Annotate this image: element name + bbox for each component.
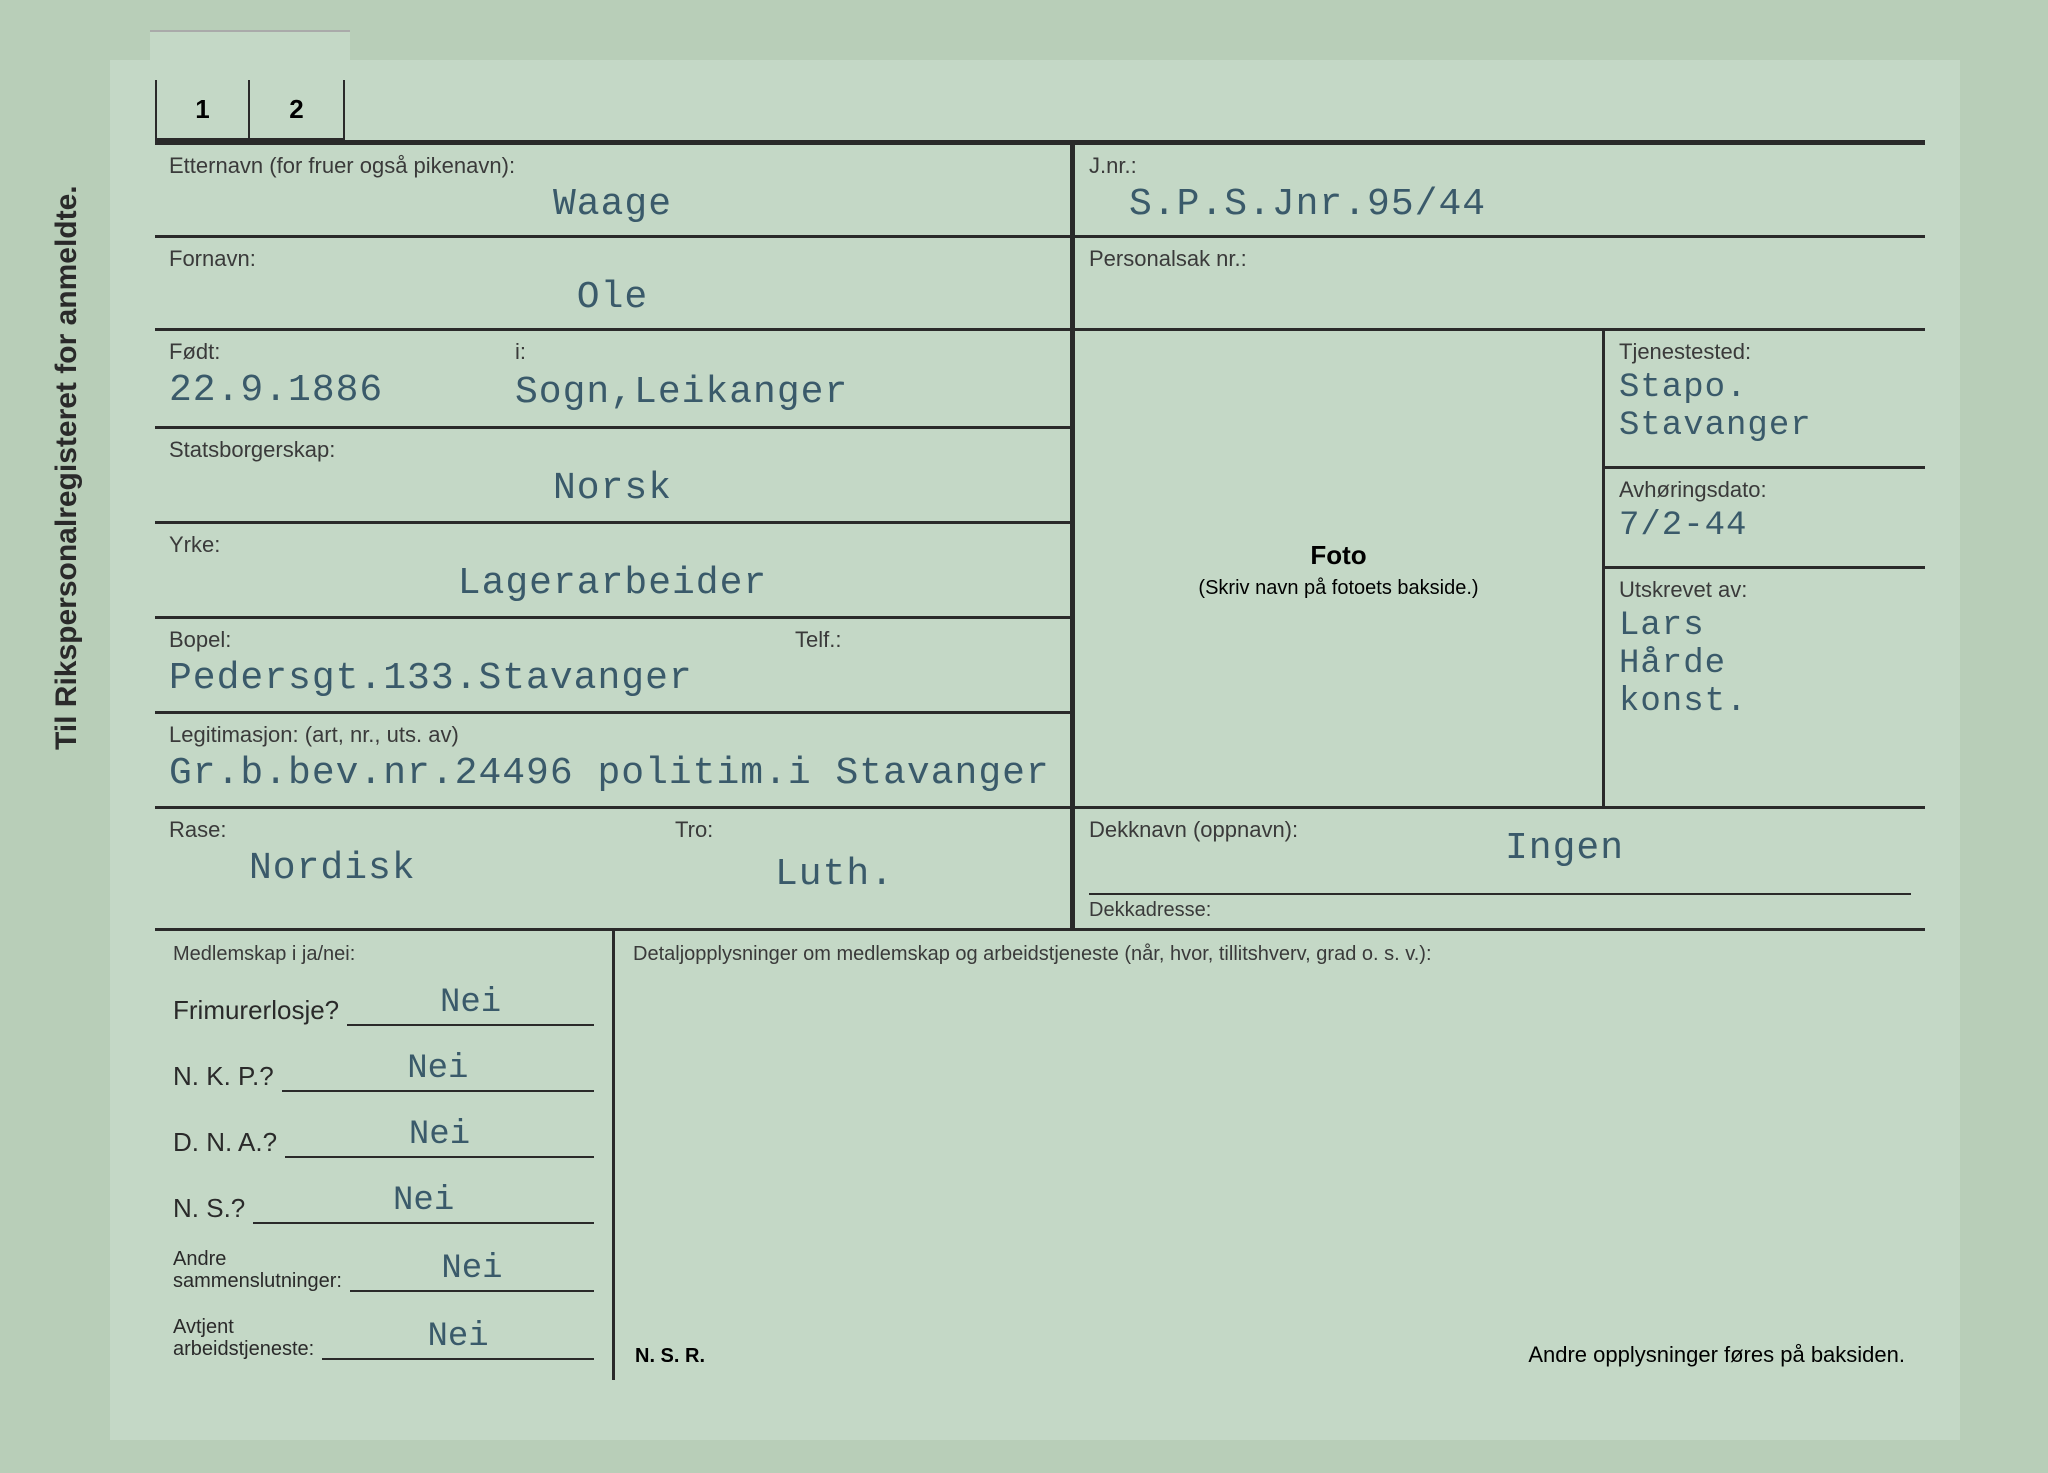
label-andre: Andre sammenslutninger: — [173, 1248, 342, 1292]
label-detalj: Detaljopplysninger om medlemskap og arbe… — [633, 943, 1907, 966]
label-avhoringsdato: Avhøringsdato: — [1619, 477, 1911, 503]
label-frimurer: Frimurerlosje? — [173, 995, 339, 1026]
value-fodt: 22.9.1886 — [169, 369, 383, 412]
label-legitimasjon: Legitimasjon: (art, nr., uts. av) — [169, 722, 1056, 748]
label-jnr: J.nr.: — [1089, 153, 1911, 179]
nsr-mark: N. S. R. — [635, 1345, 705, 1368]
baksiden-note: Andre opplysninger føres på baksiden. — [1528, 1342, 1905, 1368]
tab-numbers: 1 2 — [155, 80, 345, 140]
value-yrke: Lagerarbeider — [169, 562, 1056, 605]
label-fornavn: Fornavn: — [169, 246, 1056, 272]
value-tro: Luth. — [775, 853, 894, 896]
label-dna: D. N. A.? — [173, 1127, 277, 1158]
value-dekknavn: Ingen — [1505, 827, 1624, 870]
label-yrke: Yrke: — [169, 532, 1056, 558]
value-rase: Nordisk — [249, 847, 416, 890]
value-bopel: Pedersgt.133.Stavanger — [169, 657, 693, 700]
value-fornavn: Ole — [169, 276, 1056, 319]
value-dna: Nei — [285, 1116, 594, 1158]
value-ns: Nei — [253, 1182, 594, 1224]
label-dekkadresse: Dekkadresse: — [1089, 899, 1911, 922]
value-legitimasjon: Gr.b.bev.nr.24496 politim.i Stavanger — [169, 752, 1050, 795]
label-fodt: Født: — [169, 339, 1056, 365]
tab-2: 2 — [250, 80, 345, 140]
label-nkp: N. K. P.? — [173, 1061, 274, 1092]
form-grid: Etternavn (for fruer også pikenavn): Waa… — [155, 140, 1925, 1380]
label-statsborgerskap: Statsborgerskap: — [169, 437, 1056, 463]
label-avtjent: Avtjent arbeidstjeneste: — [173, 1316, 314, 1360]
label-fodt-i: i: — [515, 339, 526, 365]
value-avtjent: Nei — [322, 1318, 594, 1360]
label-medlemskap: Medlemskap i ja/nei: — [173, 943, 594, 966]
value-jnr: S.P.S.Jnr.95/44 — [1129, 183, 1486, 226]
label-rase: Rase: — [169, 817, 1056, 843]
value-andre: Nei — [350, 1250, 594, 1292]
foto-sublabel: (Skriv navn på fotoets bakside.) — [1198, 577, 1478, 600]
tab-1: 1 — [155, 80, 250, 140]
label-utskrevet: Utskrevet av: — [1619, 577, 1911, 603]
label-dekknavn: Dekknavn (oppnavn): — [1089, 817, 1911, 843]
value-tjenestested: Stapo. Stavanger — [1619, 369, 1812, 445]
side-label: Til Rikspersonalregisteret for anmeldte. — [50, 185, 84, 750]
label-bopel: Bopel: — [169, 627, 1056, 653]
membership-right: Detaljopplysninger om medlemskap og arbe… — [615, 931, 1925, 1380]
value-utskrevet: Lars Hårde konst. — [1619, 607, 1911, 721]
foto-label: Foto — [1310, 540, 1366, 571]
label-telf: Telf.: — [795, 627, 841, 653]
value-frimurer: Nei — [347, 984, 594, 1026]
label-tro: Tro: — [675, 817, 713, 843]
label-tjenestested: Tjenestested: — [1619, 339, 1911, 365]
value-etternavn: Waage — [169, 183, 1056, 226]
record-card: 1 2 Etternavn (for fruer også pikenavn):… — [110, 60, 1960, 1440]
value-nkp: Nei — [282, 1050, 594, 1092]
membership-left: Medlemskap i ja/nei: Frimurerlosje? Nei … — [155, 931, 615, 1380]
value-fodt-i: Sogn,Leikanger — [515, 371, 848, 414]
label-etternavn: Etternavn (for fruer også pikenavn): — [169, 153, 1056, 179]
label-personalsak: Personalsak nr.: — [1089, 246, 1911, 272]
value-avhoringsdato: 7/2-44 — [1619, 507, 1747, 545]
label-ns: N. S.? — [173, 1193, 245, 1224]
value-statsborgerskap: Norsk — [169, 467, 1056, 510]
